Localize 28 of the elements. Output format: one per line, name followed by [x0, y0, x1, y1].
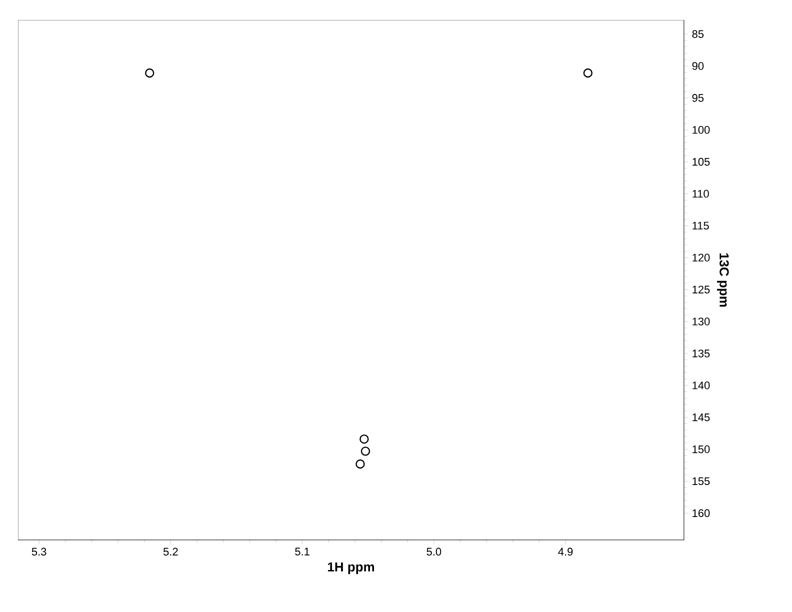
y-tick-label: 150: [692, 445, 710, 454]
y-tick-label: 95: [692, 94, 704, 102]
y-tick-label: 140: [692, 382, 710, 390]
y-tick-label: 130: [692, 318, 710, 326]
x-tick-label: 5.0: [426, 548, 442, 556]
y-tick-label: 135: [692, 350, 710, 358]
y-tick-label: 100: [692, 126, 710, 134]
y-tick-label: 105: [692, 158, 710, 166]
point: [145, 68, 154, 78]
y-tick-label: 90: [692, 62, 704, 70]
y-tick-label: 155: [692, 477, 710, 486]
x-tick-label: 5.2: [163, 548, 178, 556]
y-tick-label: 120: [692, 254, 710, 262]
x-tick-label: 5.1: [295, 548, 310, 556]
y-tick-label: 110: [692, 190, 709, 198]
y-tick-label: 85: [692, 30, 704, 38]
x-tick-label: 5.3: [32, 548, 46, 556]
y-tick-label: 115: [692, 222, 709, 230]
x-axis-title: 1H ppm: [328, 562, 374, 574]
point: [356, 459, 365, 469]
point: [583, 68, 593, 78]
y-tick-label: 160: [692, 509, 710, 518]
y-tick-label: 145: [692, 414, 710, 422]
y-axis-title: 13C ppm: [717, 253, 729, 307]
point: [360, 446, 370, 456]
point: [360, 434, 369, 444]
y-tick-label: 125: [692, 286, 710, 294]
x-tick-label: 4.9: [558, 548, 573, 556]
